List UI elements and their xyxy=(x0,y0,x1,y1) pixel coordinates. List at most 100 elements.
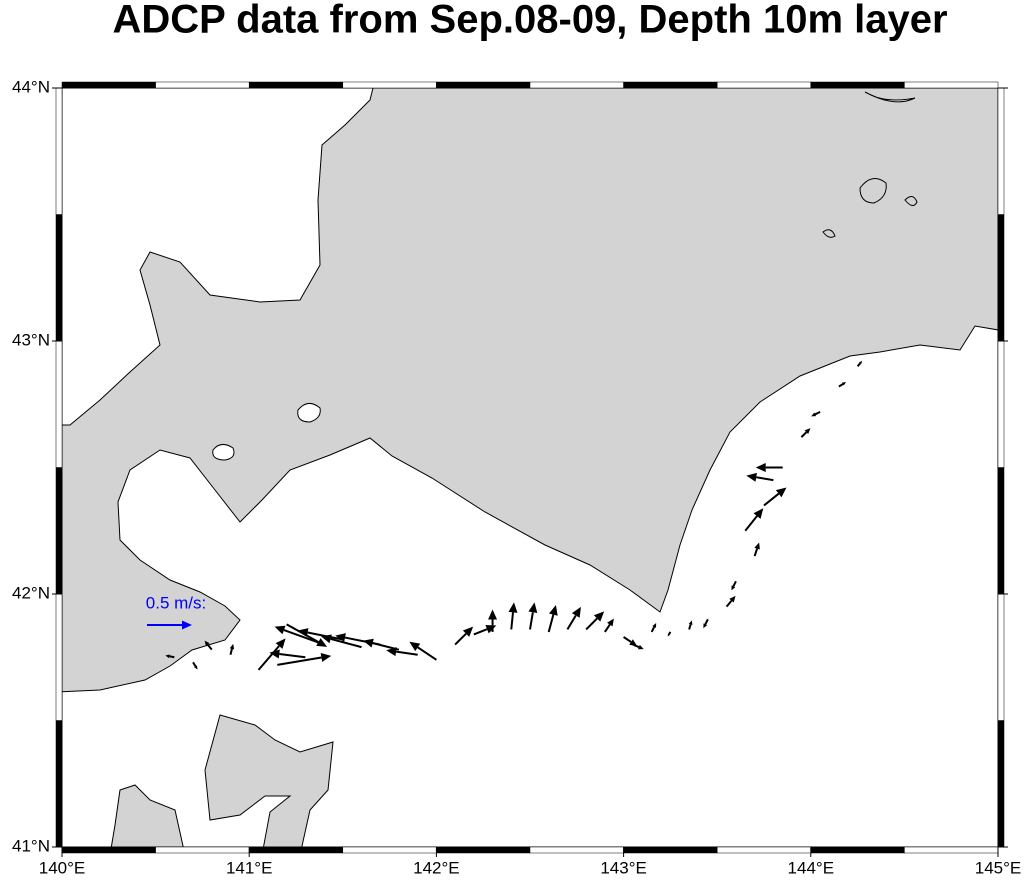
vector-arrow xyxy=(204,640,213,651)
frame-segment xyxy=(904,846,999,854)
arrow-head xyxy=(731,585,736,591)
arrow-head xyxy=(297,628,309,637)
ticks: 140°E 141°E 142°E 143°E 144°E 145°E 41°N 42°N 43… xyxy=(12,77,1021,877)
hokkaido xyxy=(62,88,998,693)
arrow-shaft xyxy=(756,476,774,482)
arrow-head xyxy=(204,640,210,647)
arrow-shaft xyxy=(207,644,213,651)
arrow-shaft xyxy=(585,617,598,631)
frame-segment xyxy=(155,81,250,89)
arrow-head xyxy=(409,641,421,652)
arrow-head xyxy=(637,644,644,650)
arrow-shaft xyxy=(814,410,821,416)
frame-segment xyxy=(342,81,437,89)
arrow-head xyxy=(755,463,766,472)
y-tick-label: 44°N xyxy=(12,77,50,96)
arrow-head xyxy=(269,649,280,659)
vector-arrow xyxy=(508,602,518,630)
vector-arrow xyxy=(763,487,787,507)
frame-segment xyxy=(997,593,1005,721)
frame-segment xyxy=(61,81,156,89)
lake xyxy=(864,91,916,103)
y-tick-label: 41°N xyxy=(12,836,50,855)
frame-segment xyxy=(61,846,156,854)
land xyxy=(62,88,998,847)
lake xyxy=(212,444,235,461)
arrow-shaft xyxy=(688,624,692,630)
arrow-shaft xyxy=(279,652,306,659)
arrow-head xyxy=(607,618,614,627)
arrow-shaft xyxy=(454,632,467,646)
frame-segment xyxy=(529,81,624,89)
arrow-head xyxy=(275,638,286,649)
vector-arrow xyxy=(755,463,783,472)
vector-arrow xyxy=(703,618,709,629)
vector-arrow xyxy=(528,602,538,630)
frame-segment xyxy=(997,720,1005,848)
arrow-head xyxy=(571,606,581,618)
vector-arrow xyxy=(409,641,437,661)
vector-arrow xyxy=(688,620,693,630)
arrow-shaft xyxy=(547,614,555,633)
arrow-shaft xyxy=(725,600,733,608)
arrow-head xyxy=(362,638,374,648)
arrow-head xyxy=(462,626,474,637)
vector-arrow xyxy=(650,622,657,633)
frame-segment xyxy=(623,81,718,89)
vector-arrow xyxy=(838,382,847,388)
arrow-head xyxy=(593,611,605,622)
arrow-head xyxy=(274,625,286,635)
arrow-head xyxy=(753,508,764,519)
x-tick-label: 141°E xyxy=(226,858,273,877)
arrow-head xyxy=(746,472,757,482)
vector-arrow xyxy=(623,636,638,647)
arrow-shaft xyxy=(277,656,322,666)
x-tick-label: 142°E xyxy=(413,858,460,877)
vector-arrow xyxy=(632,643,644,650)
frame-segment xyxy=(436,846,531,854)
frame-segment xyxy=(810,81,905,89)
arrow-head xyxy=(528,602,538,614)
frame-segment xyxy=(716,81,812,89)
frame-segment xyxy=(997,340,1005,468)
frame-segment xyxy=(55,87,63,215)
arrow-head xyxy=(548,604,558,616)
island xyxy=(822,229,836,238)
arrow-head xyxy=(182,620,192,630)
vector-arrow xyxy=(800,428,811,438)
frame-segment xyxy=(55,467,63,595)
arrow-head xyxy=(703,623,708,629)
vector-arrow xyxy=(147,620,192,630)
y-tick-label: 42°N xyxy=(12,583,50,602)
arrow-head xyxy=(667,633,670,637)
vector-arrow xyxy=(731,580,737,591)
frame-segment xyxy=(716,846,812,854)
arrow-shaft xyxy=(668,631,672,635)
arrow-head xyxy=(858,360,863,365)
arrow-head xyxy=(229,643,235,650)
arrow-shaft xyxy=(800,431,808,438)
arrow-head xyxy=(485,625,497,634)
arrow-shaft xyxy=(169,655,175,659)
arrow-shaft xyxy=(856,362,861,367)
y-tick-label: 43°N xyxy=(12,330,50,349)
shimokita xyxy=(204,714,334,847)
frame-segment xyxy=(55,214,63,342)
vector-arrow xyxy=(744,508,764,532)
arrow-shaft xyxy=(395,650,418,656)
vector-arrow xyxy=(473,625,497,636)
lake xyxy=(297,403,321,423)
frame-band xyxy=(55,81,1005,854)
frame-segment xyxy=(55,720,63,848)
arrow-shaft xyxy=(623,636,632,643)
arrow-shaft xyxy=(330,637,362,649)
vector-arrow xyxy=(321,634,362,649)
arrow-shaft xyxy=(417,646,437,661)
vector-arrow xyxy=(667,631,672,637)
island xyxy=(904,196,918,206)
arrow-shaft xyxy=(257,645,280,671)
x-tick-label: 140°E xyxy=(39,858,86,877)
x-tick-label: 143°E xyxy=(600,858,647,877)
frame-segment xyxy=(997,467,1005,595)
